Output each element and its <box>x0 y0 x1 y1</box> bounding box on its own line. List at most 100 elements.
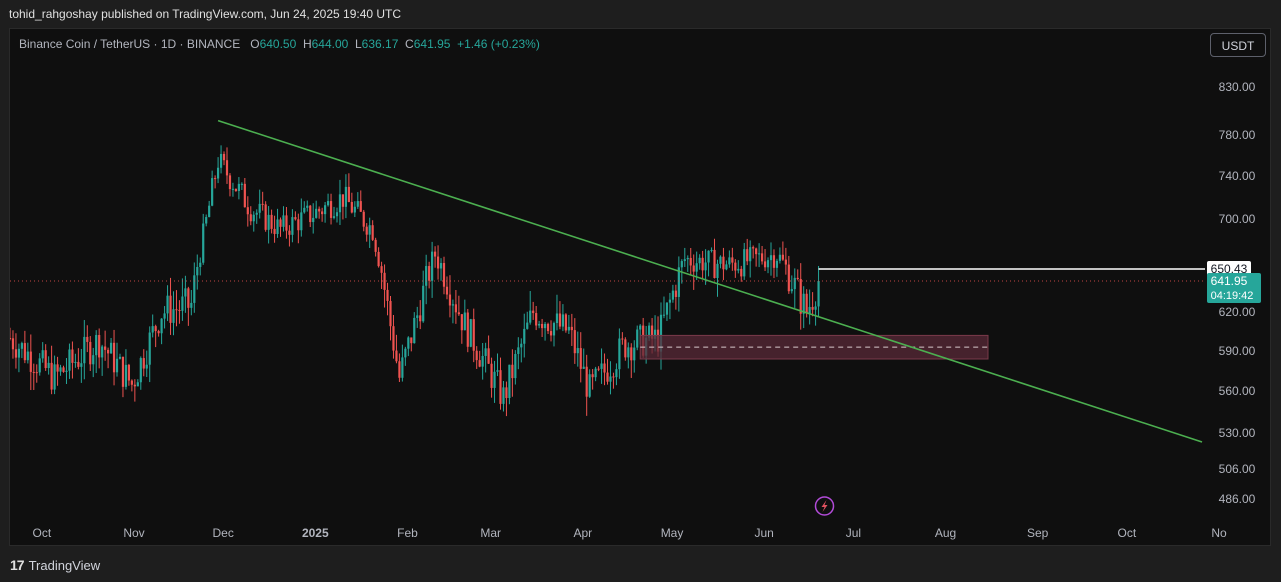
candle-body <box>74 361 77 363</box>
currency-button[interactable]: USDT <box>1210 33 1266 57</box>
candle-body <box>766 260 770 268</box>
candle-body <box>710 249 713 251</box>
candle-body <box>716 263 719 278</box>
legend-close: 641.95 <box>413 37 451 51</box>
candle-body <box>481 355 484 367</box>
legend-change: +1.46 (+0.23%) <box>457 37 540 51</box>
y-tick-label: 780.00 <box>1219 128 1256 142</box>
legend-open: 640.50 <box>259 37 297 51</box>
candle-body <box>478 360 481 367</box>
candle-body <box>374 239 377 252</box>
candle-body <box>222 153 226 161</box>
candle-body <box>469 319 472 347</box>
candle-body <box>202 223 205 263</box>
candle-body <box>439 263 443 269</box>
y-tick-label: 590.00 <box>1219 344 1256 358</box>
candle-body <box>484 348 487 356</box>
candle-body <box>172 309 175 323</box>
candle-body <box>234 188 238 191</box>
candle-body <box>11 338 15 350</box>
candle-body <box>303 207 306 213</box>
descending-trendline <box>217 119 1203 443</box>
candle-body <box>808 306 811 314</box>
candle-body <box>86 336 89 342</box>
candle-body <box>306 205 309 208</box>
candle-body <box>243 183 246 208</box>
candle-body <box>749 247 752 262</box>
candle-body <box>401 357 404 378</box>
candle-body <box>588 374 591 397</box>
candle-body <box>315 208 318 218</box>
candle-body <box>422 285 425 322</box>
candle-body <box>148 332 151 365</box>
candle-body <box>386 289 389 301</box>
candle-body <box>294 217 297 220</box>
event-marker-icon <box>814 496 835 516</box>
candle-body <box>743 249 746 277</box>
candle-body <box>362 211 365 227</box>
candle-body <box>300 212 303 231</box>
candle-body <box>127 364 131 381</box>
candle-body <box>674 290 677 297</box>
candle-body <box>231 188 235 190</box>
candle-body <box>288 230 291 235</box>
candle-body <box>689 257 692 266</box>
candle-body <box>312 217 315 223</box>
chart-area[interactable]: Oct Nov Dec 2025 Feb Mar Apr May Jun Jul Aug Sep Oct… <box>9 28 1271 546</box>
candle-body <box>38 358 41 373</box>
candle-body <box>457 312 460 315</box>
candle-body <box>475 350 478 361</box>
candle-body <box>380 266 383 273</box>
candle-body <box>653 329 657 339</box>
bar-countdown-label: 04:19:42 <box>1211 290 1254 302</box>
x-tick-label: Aug <box>935 526 956 540</box>
candle-body <box>648 325 651 338</box>
candle-body <box>323 205 327 215</box>
candle-body <box>65 370 68 372</box>
candle-body <box>543 323 547 329</box>
candle-body <box>95 335 98 356</box>
candle-body <box>282 215 285 227</box>
last-price-label: 641.95 <box>1211 274 1248 288</box>
candle-body <box>618 338 621 370</box>
candle-body <box>555 313 559 324</box>
candle-body <box>130 380 133 385</box>
candle-body <box>106 349 110 354</box>
candle-body <box>520 343 523 348</box>
candle-body <box>124 364 128 387</box>
symbol-legend: Binance Coin / TetherUS · 1D · BINANCE O… <box>19 37 540 51</box>
candle-body <box>190 302 193 308</box>
legend-low-label: L <box>354 37 362 51</box>
candle-body <box>428 266 431 281</box>
candle-body <box>532 310 535 314</box>
candle-body <box>650 325 654 339</box>
footer-bar: 17 TradingView <box>0 546 1281 582</box>
candle-body <box>778 254 782 261</box>
candle-body <box>359 201 362 212</box>
level-price-tag <box>1207 261 1251 276</box>
candle-body <box>662 314 666 316</box>
candle-body <box>775 260 779 268</box>
candle-body <box>392 326 395 351</box>
candle-body <box>707 250 710 263</box>
tradingview-logo-icon: 17 <box>10 557 25 573</box>
candle-body <box>811 306 814 310</box>
candle-body <box>371 225 374 240</box>
x-tick-label: May <box>661 526 684 540</box>
candle-body <box>109 342 113 354</box>
candle-body <box>335 212 339 217</box>
candle-body <box>448 294 452 306</box>
candle-body <box>157 331 160 334</box>
candle-body <box>169 295 172 323</box>
candle-body <box>377 251 380 267</box>
candle-body <box>175 309 178 311</box>
price-chart[interactable]: Oct Nov Dec 2025 Feb Mar Apr May Jun Jul Aug Sep Oct… <box>10 29 1272 547</box>
candle-body <box>454 304 457 313</box>
candle-body <box>398 361 401 378</box>
candle-body <box>350 201 353 213</box>
candle-body <box>246 207 249 215</box>
candle-body <box>297 219 300 231</box>
tradingview-logo[interactable]: 17 TradingView <box>10 557 100 573</box>
candle-body <box>10 338 12 339</box>
candle-body <box>597 368 600 370</box>
